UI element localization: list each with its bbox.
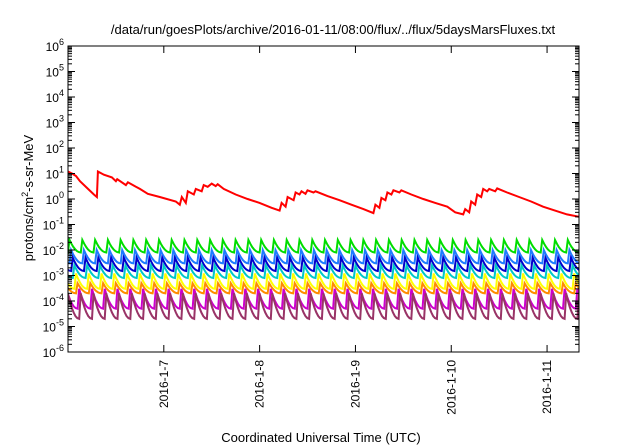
y-tick-label-exp: 2 bbox=[59, 139, 64, 149]
y-tick-label-base: 10 bbox=[46, 40, 60, 54]
y-tick-label: 102 bbox=[46, 139, 64, 156]
y-tick-label-exp: -2 bbox=[56, 241, 64, 251]
y-tick-label-base: 10 bbox=[43, 346, 57, 360]
y-tick-label-base: 10 bbox=[46, 117, 60, 131]
y-tick-label-base: 10 bbox=[43, 219, 57, 233]
y-tick-label: 10-2 bbox=[43, 241, 64, 258]
y-tick-label-exp: -4 bbox=[56, 292, 64, 302]
y-tick-label-exp: -6 bbox=[56, 343, 64, 353]
y-axis-label: protons/cm2-s-sr-MeV bbox=[20, 134, 36, 261]
y-tick-label-exp: 3 bbox=[59, 114, 64, 124]
series-line-3 bbox=[68, 253, 579, 273]
y-axis-label-base: protons/cm bbox=[21, 197, 36, 261]
y-tick-label-base: 10 bbox=[46, 91, 60, 105]
series-line-2 bbox=[68, 246, 579, 265]
y-tick-label-base: 10 bbox=[43, 295, 57, 309]
x-axis-label: Coordinated Universal Time (UTC) bbox=[221, 430, 420, 445]
y-tick-label-exp: -3 bbox=[56, 267, 64, 277]
x-tick-label-0: 2016-1-7 bbox=[157, 360, 171, 408]
y-tick-label-exp: 1 bbox=[59, 165, 64, 175]
y-tick-label-base: 10 bbox=[46, 142, 60, 156]
y-tick-label: 10-6 bbox=[43, 343, 64, 360]
y-tick-label-exp: -5 bbox=[56, 318, 64, 328]
y-tick-label: 101 bbox=[46, 165, 64, 182]
y-tick-label: 10-3 bbox=[43, 267, 64, 284]
y-tick-label: 10-1 bbox=[43, 216, 64, 233]
y-tick-label-exp: -1 bbox=[56, 216, 64, 226]
y-axis-label-rest: -s-sr-MeV bbox=[21, 134, 36, 191]
series-line-8 bbox=[68, 293, 579, 321]
y-tick-label: 100 bbox=[46, 190, 64, 207]
y-tick-label: 10-5 bbox=[43, 318, 64, 335]
y-tick-label: 104 bbox=[46, 88, 64, 105]
y-tick-label: 106 bbox=[46, 37, 64, 54]
series-line-6 bbox=[68, 280, 579, 295]
x-tick-label-4: 2016-1-11 bbox=[540, 360, 554, 414]
y-tick-label-base: 10 bbox=[46, 193, 60, 207]
y-tick-label: 103 bbox=[46, 114, 64, 131]
x-tick-label-1: 2016-1-8 bbox=[253, 360, 267, 408]
series-line-5 bbox=[68, 273, 579, 291]
x-tick-label-3: 2016-1-10 bbox=[444, 360, 458, 415]
y-tick-label-exp: 0 bbox=[59, 190, 64, 200]
y-tick-label-base: 10 bbox=[43, 270, 57, 284]
series-line-0 bbox=[68, 169, 579, 218]
series-line-7 bbox=[68, 288, 579, 311]
series-line-4 bbox=[68, 261, 579, 280]
y-tick-label-base: 10 bbox=[43, 244, 57, 258]
y-tick-label-base: 10 bbox=[46, 66, 60, 80]
y-tick-label-base: 10 bbox=[43, 321, 57, 335]
series-line-1 bbox=[68, 236, 579, 254]
y-tick-label: 10-4 bbox=[43, 292, 64, 309]
y-tick-label: 105 bbox=[46, 63, 64, 80]
y-tick-label-exp: 4 bbox=[59, 88, 64, 98]
chart-title: /data/run/goesPlots/archive/2016-01-11/0… bbox=[111, 22, 556, 37]
y-tick-label-exp: 6 bbox=[59, 37, 64, 47]
plot-area: 10-610-510-410-310-210-11001011021031041… bbox=[43, 37, 580, 415]
y-tick-label-exp: 5 bbox=[59, 63, 64, 73]
y-axis-label-sup: 2 bbox=[20, 192, 30, 197]
y-tick-label-base: 10 bbox=[46, 168, 60, 182]
x-tick-label-2: 2016-1-9 bbox=[348, 360, 362, 408]
